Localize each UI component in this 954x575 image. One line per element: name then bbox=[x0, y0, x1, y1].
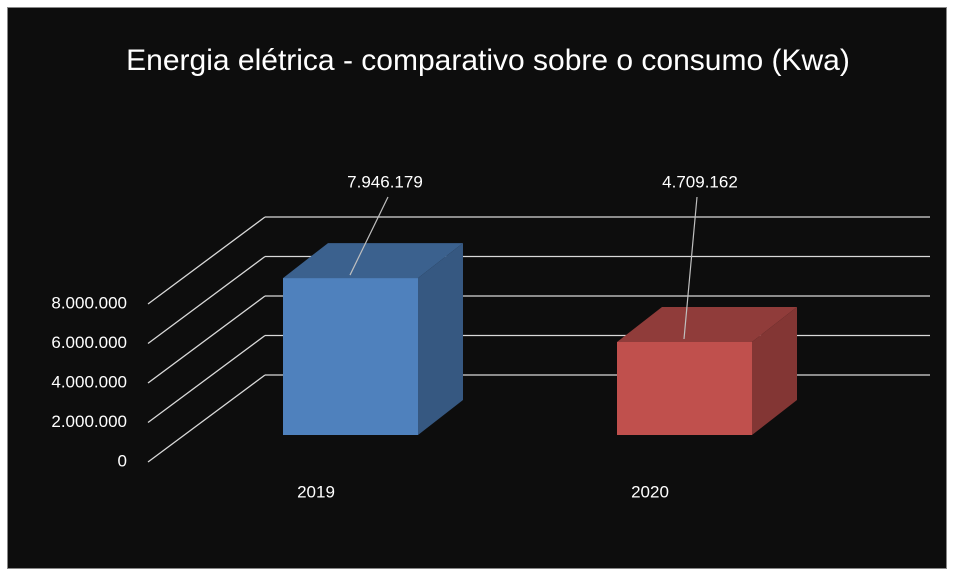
grid-line bbox=[147, 334, 266, 424]
grid-line bbox=[147, 295, 266, 384]
grid-line bbox=[147, 255, 266, 345]
leader-line bbox=[349, 196, 389, 276]
chart-frame bbox=[7, 7, 947, 569]
bar-side bbox=[752, 306, 797, 435]
bar-top bbox=[283, 243, 463, 279]
x-tick-label: 2019 bbox=[297, 482, 335, 501]
grid-line bbox=[147, 374, 266, 463]
y-tick-label: 8.000.000 bbox=[51, 293, 127, 312]
y-tick-label: 2.000.000 bbox=[51, 412, 127, 431]
bar-top bbox=[617, 306, 797, 342]
bar bbox=[617, 341, 752, 435]
y-tick-label: 0 bbox=[118, 451, 127, 470]
y-tick-label: 6.000.000 bbox=[51, 333, 127, 352]
y-tick-label: 4.000.000 bbox=[51, 372, 127, 391]
data-label: 4.709.162 bbox=[662, 172, 738, 191]
data-label: 7.946.179 bbox=[347, 172, 423, 191]
chart-title: Energia elétrica - comparativo sobre o c… bbox=[126, 44, 850, 77]
bar bbox=[283, 278, 418, 435]
grid-line bbox=[147, 216, 266, 305]
bar-side bbox=[418, 243, 463, 435]
leader-line bbox=[683, 196, 698, 340]
x-tick-label: 2020 bbox=[631, 482, 669, 501]
